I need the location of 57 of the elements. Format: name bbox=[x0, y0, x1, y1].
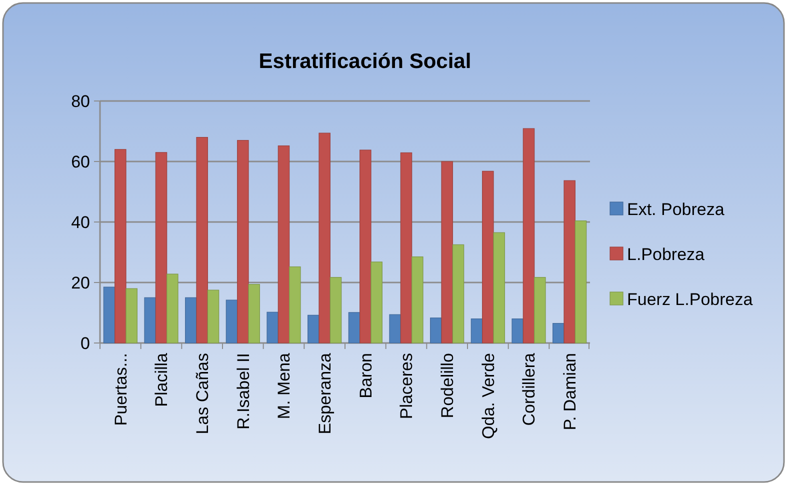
bar bbox=[278, 145, 290, 344]
x-tick-label: P. Damian bbox=[560, 353, 580, 430]
bar bbox=[564, 180, 576, 344]
bar bbox=[430, 318, 442, 344]
y-tick-label: 60 bbox=[71, 152, 90, 172]
x-tick-label: Rodelillo bbox=[438, 353, 458, 418]
bar bbox=[360, 150, 372, 344]
bar bbox=[185, 297, 197, 344]
bar bbox=[348, 312, 360, 344]
bar bbox=[126, 288, 138, 344]
x-tick-label: Qda. Verde bbox=[478, 353, 498, 440]
x-tick-label: Cordillera bbox=[520, 352, 539, 426]
bar bbox=[166, 274, 178, 344]
x-tick-label: Placilla bbox=[152, 352, 172, 407]
bar bbox=[318, 132, 330, 344]
x-tick-label: Puertas... bbox=[111, 353, 130, 426]
bar bbox=[289, 266, 301, 344]
chart-title: Estratificación Social bbox=[258, 50, 472, 73]
bar bbox=[552, 323, 564, 344]
x-tick-label: Baron bbox=[356, 353, 376, 398]
x-tick-label: R.Isabel II bbox=[234, 353, 253, 430]
bar bbox=[370, 262, 382, 344]
bar bbox=[441, 161, 453, 344]
y-tick-label: 40 bbox=[71, 212, 90, 232]
x-tick-label: Placeres bbox=[397, 353, 416, 420]
bar bbox=[470, 318, 483, 344]
legend-label: Fuerz L.Pobreza bbox=[627, 290, 754, 309]
x-tick-label: M. Mena bbox=[274, 352, 294, 420]
bar bbox=[196, 137, 208, 344]
y-tick-label: 0 bbox=[80, 334, 90, 353]
y-tick-label: 20 bbox=[71, 273, 90, 292]
bar bbox=[574, 220, 587, 344]
bar bbox=[266, 312, 278, 344]
bar bbox=[207, 290, 220, 344]
legend-label: L.Pobreza bbox=[627, 244, 706, 264]
bar bbox=[144, 297, 156, 344]
bar bbox=[512, 318, 524, 344]
bar bbox=[493, 232, 505, 344]
bar bbox=[308, 314, 320, 344]
y-tick-label: 80 bbox=[71, 92, 90, 111]
bar bbox=[237, 140, 249, 344]
bar bbox=[482, 170, 494, 344]
bar bbox=[248, 284, 260, 344]
legend-label: Ext. Pobreza bbox=[627, 200, 725, 219]
bar bbox=[522, 128, 535, 344]
bar bbox=[400, 152, 412, 344]
bar bbox=[155, 152, 168, 344]
bar bbox=[389, 314, 401, 344]
x-tick-label: Las Cañas bbox=[193, 353, 212, 434]
bar bbox=[114, 149, 126, 344]
bar bbox=[412, 256, 424, 344]
bar bbox=[534, 277, 546, 344]
bar bbox=[103, 286, 116, 344]
bar bbox=[452, 244, 464, 344]
x-tick-label: Esperanza bbox=[316, 352, 335, 434]
bar bbox=[330, 277, 342, 344]
bar bbox=[226, 300, 238, 344]
